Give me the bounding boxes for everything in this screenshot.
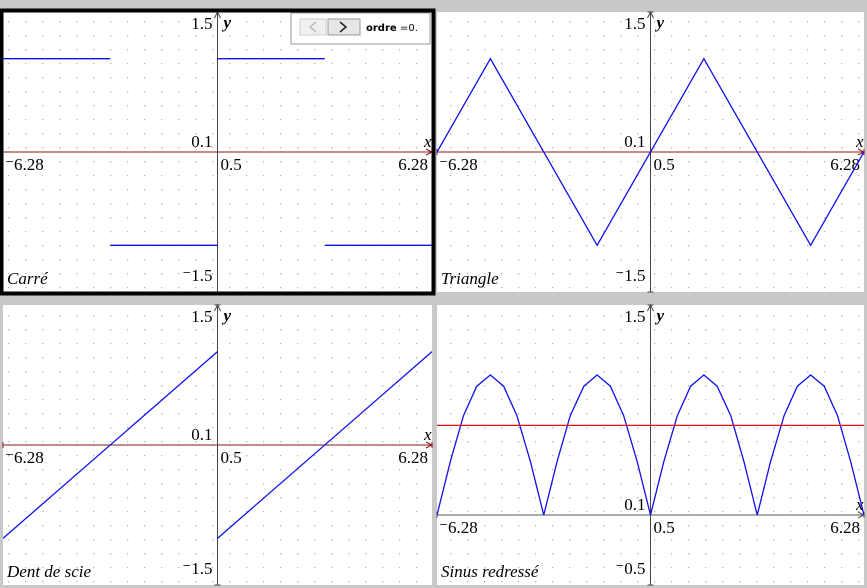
y-scale-label: 0.1 [624, 132, 645, 151]
graph-title: Sinus redressé [441, 562, 540, 581]
plot-area [437, 374, 864, 516]
graph-panel: ⁻1.5 1.5 ⁻6.28 6.28 0.1 0.5 x y Carré ordre =0. [2, 10, 434, 293]
y-axis-name: y [655, 306, 665, 325]
graph-title: Triangle [441, 269, 499, 288]
plot-area [3, 58, 432, 246]
x-tick-label: 6.28 [830, 155, 860, 174]
y-tick-label: 1.5 [191, 307, 212, 326]
y-tick-label: ⁻0.5 [615, 559, 645, 578]
curve [437, 374, 864, 516]
slider-value: =0. [400, 23, 418, 34]
curve [3, 58, 432, 246]
graph-title: Carré [7, 269, 49, 288]
plot-area [437, 57, 864, 247]
x-scale-label: 0.5 [654, 155, 675, 174]
y-tick-label: ⁻1.5 [615, 266, 645, 285]
x-tick-label: ⁻6.28 [439, 518, 478, 537]
curve [437, 57, 864, 247]
active-panel-border [0, 8, 436, 296]
y-scale-label: 0.1 [624, 495, 645, 514]
x-axis-name: x [855, 132, 864, 151]
y-tick-label: 1.5 [191, 14, 212, 33]
slider-label: ordre [366, 23, 397, 34]
y-tick-label: ⁻1.5 [182, 266, 212, 285]
slider[interactable]: ordre =0. [290, 12, 431, 45]
x-axis-name: x [855, 495, 864, 514]
x-axis-name: x [423, 425, 432, 444]
y-tick-label: 1.5 [624, 14, 645, 33]
right-arrow [339, 21, 348, 33]
y-tick-label: ⁻1.5 [182, 559, 212, 578]
x-axis-name: x [423, 132, 432, 151]
x-tick-label: ⁻6.28 [5, 155, 44, 174]
graph-title: Dent de scie [6, 562, 91, 581]
y-scale-label: 0.1 [191, 132, 212, 151]
y-axis-name: y [222, 13, 232, 32]
x-tick-label: ⁻6.28 [5, 448, 44, 467]
slider-left-button[interactable] [299, 18, 327, 36]
x-tick-label: ⁻6.28 [439, 155, 478, 174]
y-scale-label: 0.1 [191, 425, 212, 444]
y-tick-label: 1.5 [624, 307, 645, 326]
graph-panel: ⁻1.5 1.5 ⁻6.28 6.28 0.1 0.5 x y Triangle [436, 10, 866, 293]
x-scale-label: 0.5 [221, 448, 242, 467]
curve [3, 351, 432, 539]
x-scale-label: 0.5 [654, 518, 675, 537]
left-arrow [308, 21, 317, 33]
x-scale-label: 0.5 [221, 155, 242, 174]
slider-right-button[interactable] [327, 18, 361, 36]
y-axis-name: y [222, 306, 232, 325]
x-tick-label: 6.28 [398, 155, 428, 174]
x-tick-label: 6.28 [398, 448, 428, 467]
x-tick-label: 6.28 [830, 518, 860, 537]
graph-panel: ⁻0.5 1.5 ⁻6.28 6.28 0.1 0.5 x y Sinus redressé [436, 303, 866, 586]
y-axis-name: y [655, 13, 665, 32]
plot-area [3, 351, 432, 539]
graph-panel: ⁻1.5 1.5 ⁻6.28 6.28 0.1 0.5 x y Dent de scie [2, 303, 434, 586]
